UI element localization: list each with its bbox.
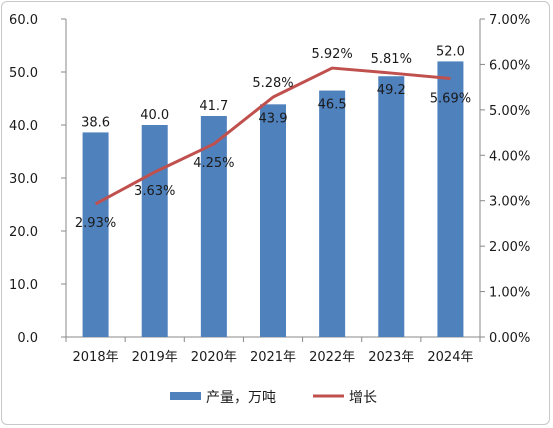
y-left-tick-label: 20.0	[9, 225, 38, 240]
y-right-tick-label: 0.00%	[489, 331, 530, 346]
y-right-tick-label: 3.00%	[489, 195, 530, 210]
y-left-tick-label: 30.0	[9, 172, 38, 187]
y-right-tick-label: 1.00%	[489, 286, 530, 301]
y-left-tick-label: 10.0	[9, 278, 38, 293]
y-left-tick-label: 60.0	[9, 13, 38, 28]
bar-value-label: 46.5	[318, 98, 347, 113]
legend-label-line: 增长	[349, 390, 377, 406]
bar	[260, 104, 286, 337]
legend-swatch-bar	[170, 392, 201, 400]
y-right-tick-label: 4.00%	[489, 149, 530, 164]
bar-value-label: 52.0	[436, 44, 465, 59]
x-tick-label: 2022年	[309, 350, 355, 365]
line-value-label: 5.81%	[371, 52, 412, 67]
line-value-label: 2.93%	[75, 216, 116, 231]
x-tick-label: 2020年	[191, 350, 237, 365]
line-value-label: 3.63%	[134, 184, 175, 199]
bar	[378, 76, 405, 338]
bar	[319, 90, 346, 337]
x-tick-label: 2021年	[250, 350, 296, 365]
bar	[82, 132, 109, 337]
bar-value-label: 41.7	[199, 99, 228, 114]
x-tick-label: 2024年	[427, 350, 473, 365]
bar-value-label: 38.6	[81, 115, 110, 130]
bar-value-label: 43.9	[259, 111, 288, 126]
growth-line	[94, 66, 451, 206]
bar-value-label: 40.0	[140, 108, 169, 123]
x-tick-label: 2023年	[368, 350, 414, 365]
y-left-tick-label: 40.0	[9, 119, 38, 134]
bar	[200, 115, 227, 338]
line-value-label: 5.69%	[430, 92, 471, 107]
y-right-tick-label: 7.00%	[489, 13, 530, 28]
y-right-tick-label: 2.00%	[489, 240, 530, 255]
y-left-tick-label: 0.0	[17, 331, 38, 346]
legend-label-bar: 产量，万吨	[206, 390, 276, 406]
line-value-label: 5.28%	[252, 76, 293, 91]
bar	[437, 61, 464, 338]
x-tick-label: 2018年	[73, 350, 119, 365]
bar	[141, 125, 168, 337]
y-right-tick-label: 5.00%	[489, 104, 530, 119]
bar-value-label: 49.2	[377, 83, 406, 98]
y-right-tick-label: 6.00%	[489, 58, 530, 73]
line-value-label: 5.92%	[311, 47, 352, 62]
x-tick-label: 2019年	[132, 350, 178, 365]
y-left-tick-label: 50.0	[9, 66, 38, 81]
line-value-label: 4.25%	[193, 156, 234, 171]
